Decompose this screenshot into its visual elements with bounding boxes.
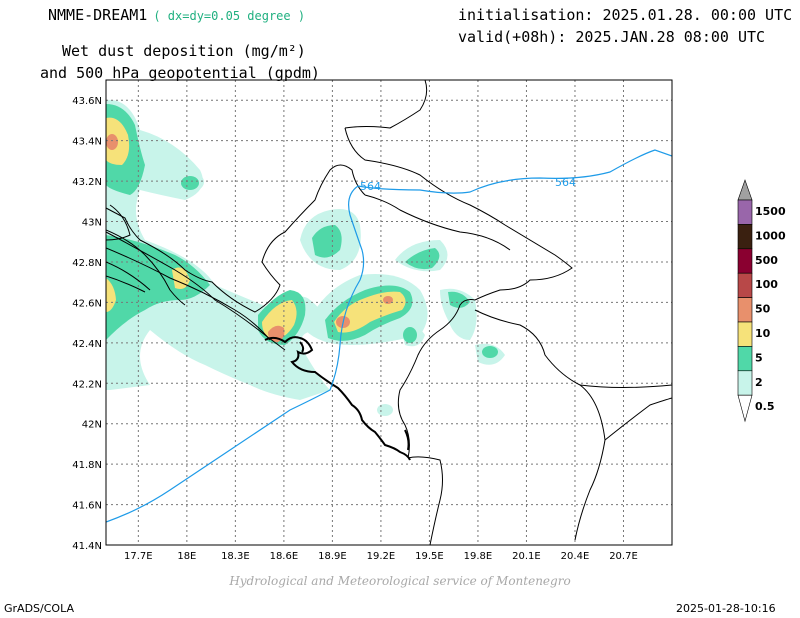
lat-tick-label: 41.6N [72,501,102,512]
legend-level-label: 1500 [755,205,786,218]
lon-tick-labels: 17.7E 18E 18.3E 18.6E 18.9E 19.2E 19.5E 19.8E 20… [124,551,638,562]
contour-label-1: 564 [360,180,381,193]
map-title-line-1: Wet dust deposition (mg/m²) [62,42,306,60]
lon-tick-label: 20.4E [561,551,590,562]
coastline [264,336,411,461]
resolution-label: ( dx=dy=0.05 degree ) [153,9,306,23]
contour-label-2: 564 [555,176,576,189]
lat-tick-labels: 41.4N 41.6N 41.8N 42N 42.2N 42.4N 42.6N 42.8N 43… [72,96,102,552]
lon-tick-label: 19.8E [464,551,493,562]
lat-tick-label: 42.4N [72,339,102,350]
borders [106,80,672,545]
dust-field [106,99,505,416]
lon-tick-label: 19.5E [415,551,444,562]
lon-tick-label: 18.6E [270,551,299,562]
legend-level-label: 0.5 [755,400,775,413]
lat-tick-label: 41.8N [72,460,102,471]
lat-tick-label: 43.4N [72,137,102,148]
lon-tick-label: 20.7E [609,551,638,562]
map-frame [105,79,673,546]
lat-tick-label: 42.2N [72,379,102,390]
valid-time: valid(+08h): 2025.JAN.28 08:00 UTC [458,28,766,46]
render-timestamp: 2025-01-28-10:16 [676,602,776,615]
lat-tick-label: 43.2N [72,177,102,188]
legend-level-label: 2 [755,376,763,389]
legend-swatch [737,346,753,372]
legend-level-label: 10 [755,327,771,340]
lat-tick-label: 43.6N [72,96,102,107]
lon-tick-label: 18.9E [318,551,347,562]
legend-swatch [737,199,753,225]
software-label: GrADS/COLA [4,602,74,615]
legend-swatch [737,224,753,250]
lat-tick-label: 42N [82,420,102,431]
lat-tick-label: 42.8N [72,258,102,269]
map-title-line-2: and 500 hPa geopotential (gpdm) [40,64,320,82]
lon-tick-label: 18E [177,551,196,562]
legend-swatch [737,248,753,274]
legend-level-label: 5 [755,351,763,364]
legend-level-label: 50 [755,303,771,316]
legend-level-label: 100 [755,278,778,291]
initialisation-time: initialisation: 2025.01.28. 00:00 UTC [458,6,793,24]
lon-tick-label: 17.7E [124,551,153,562]
lon-tick-label: 18.3E [221,551,250,562]
legend-swatch [737,272,753,298]
legend-swatch [737,321,753,347]
legend-arrow-bottom [737,394,753,423]
lon-tick-label: 20.1E [512,551,541,562]
model-title: NMME-DREAM1 ( dx=dy=0.05 degree ) [48,6,305,24]
legend-arrow-top [737,179,753,201]
credit-text: Hydrological and Meteorological service … [229,574,571,588]
legend-level-label: 500 [755,254,778,267]
model-name: NMME-DREAM1 [48,6,148,24]
color-legend: 1500 1000 500 100 50 10 5 2 0.5 [737,179,786,423]
legend-swatch [737,297,753,323]
geopotential-564-contour [106,149,672,523]
legend-level-label: 1000 [755,229,786,242]
lon-tick-label: 19.2E [367,551,396,562]
lat-tick-label: 43N [82,218,102,229]
lat-tick-label: 42.6N [72,298,102,309]
legend-swatch [737,370,753,396]
lat-tick-label: 41.4N [72,541,102,552]
